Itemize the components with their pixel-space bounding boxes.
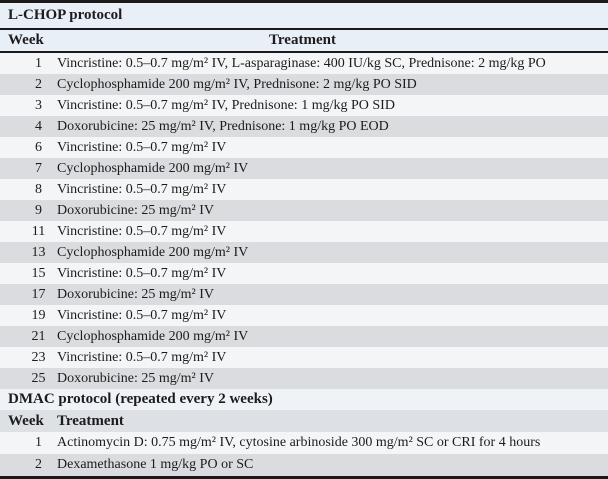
treatment-cell: Doxorubicine: 25 mg/m² IV bbox=[57, 371, 215, 386]
week-cell: 1 bbox=[35, 435, 42, 450]
dmac-column-header-row: Week Treatment bbox=[0, 410, 608, 432]
treatment-cell: Doxorubicine: 25 mg/m² IV bbox=[57, 203, 215, 218]
table-row: 2 Dexamethasone 1 mg/kg PO or SC bbox=[0, 454, 608, 476]
table-row: 13 Cyclophosphamide 200 mg/m² IV bbox=[0, 242, 608, 263]
table-row: 23 Vincristine: 0.5–0.7 mg/m² IV bbox=[0, 347, 608, 368]
table-row: 1 Actinomycin D: 0.75 mg/m² IV, cytosine… bbox=[0, 432, 608, 454]
dmac-treatment-column-header: Treatment bbox=[57, 413, 124, 429]
week-cell: 17 bbox=[31, 287, 46, 302]
treatment-cell: Cyclophosphamide 200 mg/m² IV bbox=[57, 329, 249, 344]
table-row: 21 Cyclophosphamide 200 mg/m² IV bbox=[0, 326, 608, 347]
lchop-week-column-header: Week bbox=[8, 32, 44, 48]
table-bottom-rule bbox=[0, 476, 608, 479]
table-row: 1 Vincristine: 0.5–0.7 mg/m² IV, L-aspar… bbox=[0, 53, 608, 74]
week-cell: 7 bbox=[35, 161, 42, 176]
treatment-cell: Doxorubicine: 25 mg/m² IV, Prednisone: 1… bbox=[57, 119, 389, 134]
week-cell: 9 bbox=[35, 203, 42, 218]
week-cell: 8 bbox=[35, 182, 42, 197]
week-cell: 1 bbox=[35, 56, 42, 71]
lchop-rows: 1 Vincristine: 0.5–0.7 mg/m² IV, L-aspar… bbox=[0, 53, 608, 389]
table-row: 9 Doxorubicine: 25 mg/m² IV bbox=[0, 200, 608, 221]
table-row: 2 Cyclophosphamide 200 mg/m² IV, Prednis… bbox=[0, 74, 608, 95]
treatment-cell: Vincristine: 0.5–0.7 mg/m² IV bbox=[57, 308, 227, 323]
treatment-cell: Actinomycin D: 0.75 mg/m² IV, cytosine a… bbox=[57, 435, 541, 450]
treatment-cell: Cyclophosphamide 200 mg/m² IV bbox=[57, 245, 249, 260]
week-cell: 2 bbox=[35, 77, 42, 92]
lchop-column-header-row: Week Treatment bbox=[0, 30, 608, 53]
treatment-cell: Vincristine: 0.5–0.7 mg/m² IV bbox=[57, 140, 227, 155]
treatment-cell: Cyclophosphamide 200 mg/m² IV bbox=[57, 161, 249, 176]
table-row: 19 Vincristine: 0.5–0.7 mg/m² IV bbox=[0, 305, 608, 326]
table-row: 11 Vincristine: 0.5–0.7 mg/m² IV bbox=[0, 221, 608, 242]
table-row: 15 Vincristine: 0.5–0.7 mg/m² IV bbox=[0, 263, 608, 284]
treatment-cell: Cyclophosphamide 200 mg/m² IV, Prednison… bbox=[57, 77, 417, 92]
table-row: 25 Doxorubicine: 25 mg/m² IV bbox=[0, 368, 608, 389]
table-row: 3 Vincristine: 0.5–0.7 mg/m² IV, Prednis… bbox=[0, 95, 608, 116]
dmac-week-column-header: Week bbox=[8, 413, 44, 429]
week-cell: 23 bbox=[31, 350, 46, 365]
treatment-cell: Vincristine: 0.5–0.7 mg/m² IV bbox=[57, 224, 227, 239]
week-cell: 2 bbox=[35, 457, 42, 472]
treatment-cell: Vincristine: 0.5–0.7 mg/m² IV, Prednison… bbox=[57, 98, 395, 113]
week-cell: 13 bbox=[31, 245, 46, 260]
week-cell: 19 bbox=[31, 308, 46, 323]
table-row: 4 Doxorubicine: 25 mg/m² IV, Prednisone:… bbox=[0, 116, 608, 137]
section-title-dmac: DMAC protocol (repeated every 2 weeks) bbox=[0, 389, 608, 410]
table-row: 7 Cyclophosphamide 200 mg/m² IV bbox=[0, 158, 608, 179]
table-row: 8 Vincristine: 0.5–0.7 mg/m² IV bbox=[0, 179, 608, 200]
week-cell: 11 bbox=[31, 224, 46, 239]
dmac-rows: 1 Actinomycin D: 0.75 mg/m² IV, cytosine… bbox=[0, 432, 608, 476]
treatment-cell: Vincristine: 0.5–0.7 mg/m² IV, L-asparag… bbox=[57, 56, 546, 71]
section-title-lchop: L-CHOP protocol bbox=[0, 3, 608, 30]
treatment-cell: Vincristine: 0.5–0.7 mg/m² IV bbox=[57, 266, 227, 281]
table-row: 17 Doxorubicine: 25 mg/m² IV bbox=[0, 284, 608, 305]
week-cell: 4 bbox=[35, 119, 42, 134]
treatment-cell: Vincristine: 0.5–0.7 mg/m² IV bbox=[57, 182, 227, 197]
treatment-cell: Vincristine: 0.5–0.7 mg/m² IV bbox=[57, 350, 227, 365]
week-cell: 25 bbox=[31, 371, 46, 386]
week-cell: 3 bbox=[35, 98, 42, 113]
table-top-rule bbox=[0, 0, 608, 3]
week-cell: 15 bbox=[31, 266, 46, 281]
lchop-treatment-column-header: Treatment bbox=[269, 32, 336, 48]
week-cell: 21 bbox=[31, 329, 46, 344]
table-row: 6 Vincristine: 0.5–0.7 mg/m² IV bbox=[0, 137, 608, 158]
treatment-cell: Dexamethasone 1 mg/kg PO or SC bbox=[57, 457, 254, 472]
week-cell: 6 bbox=[35, 140, 42, 155]
treatment-cell: Doxorubicine: 25 mg/m² IV bbox=[57, 287, 215, 302]
